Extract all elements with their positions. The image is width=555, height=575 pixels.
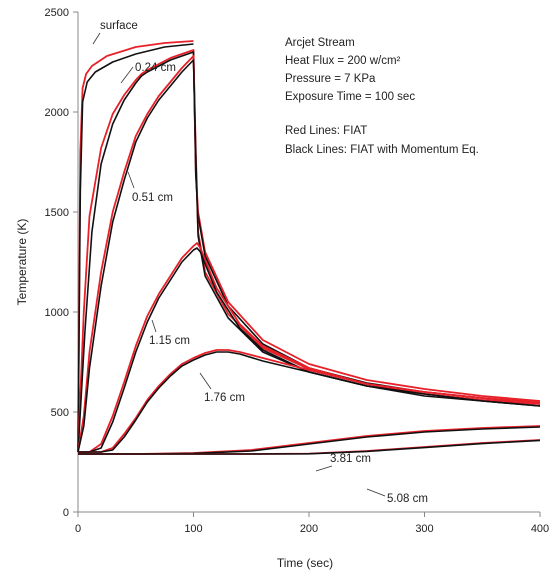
curve-labels: surface 0.24 cm 0.51 cm 1.15 cm 1.76 cm 3.81 … — [92, 20, 428, 505]
annotation-line: Heat Flux = 200 w/cm² — [285, 55, 401, 67]
y-tick-label: 2500 — [45, 7, 69, 19]
x-axis: 0 100 200 300 400 — [75, 511, 549, 535]
curve-label-0-24-cm: 0.24 cm — [135, 62, 176, 74]
y-tick-label: 2000 — [45, 107, 69, 119]
curve-label-3-81-cm: 3.81 cm — [330, 453, 371, 465]
momentum-line-0-51-cm — [77, 59, 541, 453]
annotation-line: Black Lines: FIAT with Momentum Eq. — [285, 144, 479, 156]
plot-curves — [77, 40, 541, 455]
momentum-line-1-15-cm — [78, 247, 541, 453]
leader-line-1-76-cm — [199, 372, 212, 390]
annotation-line: Arcjet Stream — [285, 37, 355, 49]
fiat-line-0-51-cm — [77, 55, 541, 453]
fiat-line-0-24-cm — [77, 49, 541, 453]
momentum-line-surface — [77, 43, 194, 453]
annotation-line: Exposure Time = 100 sec — [285, 91, 415, 103]
fiat-line-surface — [77, 40, 194, 453]
leader-line-3-81-cm — [315, 465, 333, 472]
annotation-line: Pressure = 7 KPa — [285, 73, 376, 85]
leader-line-1-15-cm — [151, 319, 157, 333]
momentum-line-1-76-cm — [78, 351, 541, 453]
leader-line-surface — [92, 32, 101, 45]
x-tick-label: 300 — [415, 523, 433, 535]
curve-label-5-08-cm: 5.08 cm — [387, 493, 428, 505]
x-tick-label: 0 — [75, 523, 81, 535]
annotation-line: Red Lines: FIAT — [285, 125, 367, 137]
leader-line-0-51-cm — [127, 171, 135, 189]
momentum-line-0-24-cm — [77, 51, 541, 453]
curve-label-1-76-cm: 1.76 cm — [204, 392, 245, 404]
curve-label-surface: surface — [100, 20, 138, 32]
x-tick-label: 200 — [300, 523, 318, 535]
y-tick-label: 0 — [63, 507, 69, 519]
y-axis-title: Temperature (K) — [15, 219, 29, 306]
y-tick-label: 1000 — [45, 307, 69, 319]
y-axis: 0 500 1000 1500 2000 2500 — [45, 7, 79, 519]
leader-line-5-08-cm — [366, 488, 386, 497]
momentum-line-5-08-cm — [78, 439, 541, 455]
fiat-line-1-15-cm — [78, 242, 541, 453]
x-tick-label: 400 — [531, 523, 549, 535]
curve-label-1-15-cm: 1.15 cm — [149, 335, 190, 347]
annotation-block: Arcjet Stream Heat Flux = 200 w/cm² Pressu… — [285, 37, 479, 156]
momentum-line-3-81-cm — [78, 426, 541, 455]
y-tick-label: 500 — [51, 407, 69, 419]
y-tick-label: 1500 — [45, 207, 69, 219]
leader-line-0-24-cm — [120, 66, 134, 84]
x-axis-title: Time (sec) — [277, 556, 333, 570]
fiat-line-1-76-cm — [78, 349, 541, 453]
curve-label-0-51-cm: 0.51 cm — [132, 192, 173, 204]
x-tick-label: 100 — [184, 523, 202, 535]
